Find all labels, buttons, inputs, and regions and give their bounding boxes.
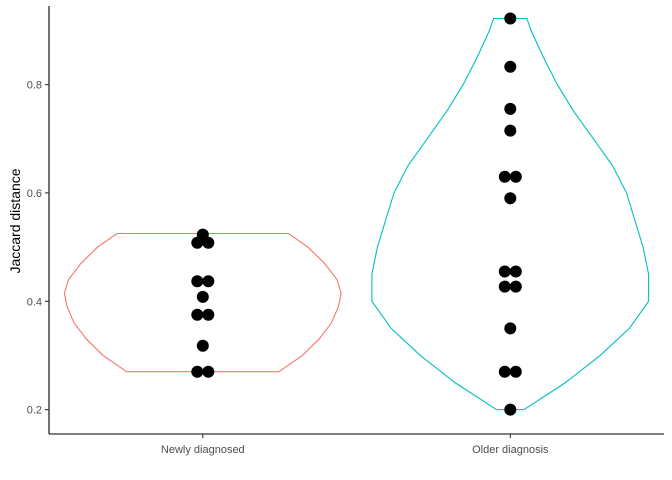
data-point <box>510 281 522 293</box>
data-point <box>499 266 511 278</box>
violin-1 <box>372 19 649 410</box>
y-tick-label: 0.2 <box>27 405 42 417</box>
data-point <box>504 192 516 204</box>
data-point <box>499 366 511 378</box>
y-tick-label: 0.8 <box>27 80 42 92</box>
dot-layer <box>191 13 522 416</box>
data-point <box>202 309 214 321</box>
x-axis-ticks: Newly diagnosed Older diagnosis <box>161 434 549 456</box>
data-point <box>504 103 516 115</box>
data-point <box>191 309 203 321</box>
y-tick-label: 0.4 <box>27 296 42 308</box>
data-point <box>510 266 522 278</box>
data-point <box>191 366 203 378</box>
data-point <box>191 275 203 287</box>
data-point <box>499 281 511 293</box>
data-point <box>504 13 516 25</box>
data-point <box>510 366 522 378</box>
data-point <box>202 366 214 378</box>
data-point <box>510 171 522 183</box>
data-point <box>197 291 209 303</box>
y-axis-ticks: 0.2 0.4 0.6 0.8 <box>27 80 49 417</box>
data-point <box>504 322 516 334</box>
x-tick-label: Older diagnosis <box>472 444 549 456</box>
data-point <box>499 171 511 183</box>
data-point <box>504 404 516 416</box>
x-tick-label: Newly diagnosed <box>161 444 245 456</box>
data-point <box>202 237 214 249</box>
violin-layer <box>64 19 648 410</box>
data-point <box>202 275 214 287</box>
data-point <box>191 237 203 249</box>
y-axis-title: Jaccard distance <box>7 168 23 273</box>
data-point <box>504 61 516 73</box>
data-point <box>504 125 516 137</box>
data-point <box>197 340 209 352</box>
y-tick-label: 0.6 <box>27 188 42 200</box>
